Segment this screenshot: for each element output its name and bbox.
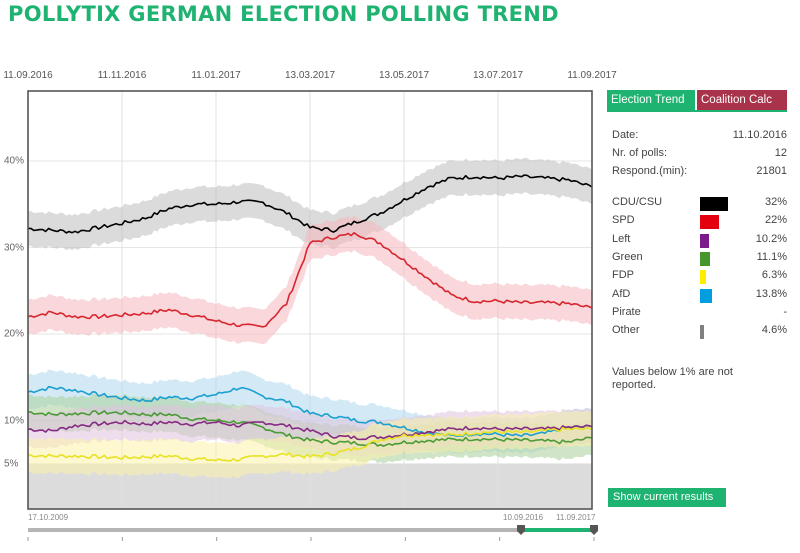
info-polls-value: 12 <box>774 147 787 159</box>
slider-range-end-label: 11.09.2017 <box>556 513 596 522</box>
confidence-band-spd <box>28 215 592 345</box>
party-name: Other <box>612 324 640 337</box>
info-date-label: Date: <box>612 129 639 141</box>
y-tick-label: 10% <box>4 415 25 426</box>
confidence-band-fdp <box>28 410 592 479</box>
party-share-value: - <box>783 305 787 318</box>
party-row: Green 11.1% <box>612 251 787 267</box>
party-name: Green <box>612 250 643 263</box>
party-share-bar <box>700 215 720 230</box>
slider-selected-range <box>521 528 594 532</box>
page-title: POLLYTIX GERMAN ELECTION POLLING TREND <box>8 2 559 26</box>
info-polls-label: Nr. of polls: <box>612 147 668 159</box>
slider-start-label: 17.10.2009 <box>28 513 69 522</box>
info-date-value: 11.10.2016 <box>732 129 787 141</box>
series-line-green <box>28 410 593 447</box>
date-range-slider <box>27 525 598 541</box>
x-tick-label: 13.03.2017 <box>284 70 336 81</box>
party-share-bar <box>700 233 709 248</box>
party-share-value: 6.3% <box>761 269 787 282</box>
series-line-cducsu <box>27 174 593 234</box>
slider-handle-end[interactable] <box>590 525 598 535</box>
tab-election-trend[interactable]: Election Trend <box>607 90 695 110</box>
party-name: AfD <box>612 287 631 300</box>
party-share-value: 4.6% <box>761 324 787 337</box>
info-respondents-label: Respond.(min): <box>612 165 688 177</box>
slider-handle-start[interactable] <box>517 525 525 535</box>
info-polls: Nr. of polls: 12 <box>612 147 787 163</box>
info-date: Date: 11.10.2016 <box>612 129 787 145</box>
party-row: SPD 22% <box>612 214 787 230</box>
party-row: AfD 13.8% <box>612 288 787 304</box>
party-share-bar <box>700 197 728 211</box>
party-share-bar <box>700 251 710 266</box>
party-share-value: 11.1% <box>756 250 787 263</box>
party-share-bar <box>700 288 713 303</box>
series-line-spd <box>27 232 593 328</box>
tab-coalition-calc[interactable]: Coalition Calc <box>697 90 787 110</box>
x-tick-label: 11.11.2016 <box>97 70 147 81</box>
plot-frame <box>27 90 593 510</box>
y-tick-label: 5% <box>4 458 19 470</box>
party-share-value: 13.8% <box>755 287 787 300</box>
x-tick-label: 13.05.2017 <box>378 70 430 81</box>
slider-track <box>28 528 594 532</box>
party-name: CDU/CSU <box>612 196 663 208</box>
x-tick-label: 11.09.2017 <box>567 70 617 81</box>
series-line-left <box>27 419 593 441</box>
y-tick-label: 20% <box>4 328 25 340</box>
series-line-fdp <box>27 426 593 462</box>
party-row: Other 4.6% <box>612 324 787 340</box>
x-tick-label: 13.07.2017 <box>472 70 524 81</box>
party-row: Pirate - <box>612 306 787 322</box>
party-name: SPD <box>612 214 635 227</box>
party-share-value: 32% <box>764 196 787 208</box>
party-share-value: 10.2% <box>755 232 787 245</box>
x-tick-label: 11.09.2016 <box>3 70 53 81</box>
confidence-bands <box>28 157 592 479</box>
party-row: CDU/CSU 32% <box>612 196 787 212</box>
confidence-band-cducsu <box>28 157 592 251</box>
y-tick-label: 30% <box>4 242 25 253</box>
party-share-value: 22% <box>764 214 787 227</box>
threshold-note: Values below 1% are not reported. <box>612 366 733 391</box>
party-share-bar <box>700 325 705 340</box>
party-name: Pirate <box>612 305 641 318</box>
info-respondents-value: 21801 <box>756 165 787 177</box>
party-name: Left <box>612 232 631 245</box>
series-lines <box>27 174 593 462</box>
y-tick-label: 40% <box>4 155 25 167</box>
party-name: FDP <box>612 269 634 282</box>
info-respondents: Respond.(min): 21801 <box>612 165 787 181</box>
x-tick-label: 11.01.2017 <box>191 70 241 81</box>
show-current-results-button[interactable]: Show current results <box>608 488 726 507</box>
party-share-bar <box>700 270 706 285</box>
slider-range-start-label: 10.09.2016 <box>503 513 544 522</box>
party-row: FDP 6.3% <box>612 269 787 285</box>
party-row: Left 10.2% <box>612 233 787 249</box>
series-line-afd <box>27 385 593 438</box>
view-tabs: Election Trend Coalition Calc <box>607 90 787 112</box>
